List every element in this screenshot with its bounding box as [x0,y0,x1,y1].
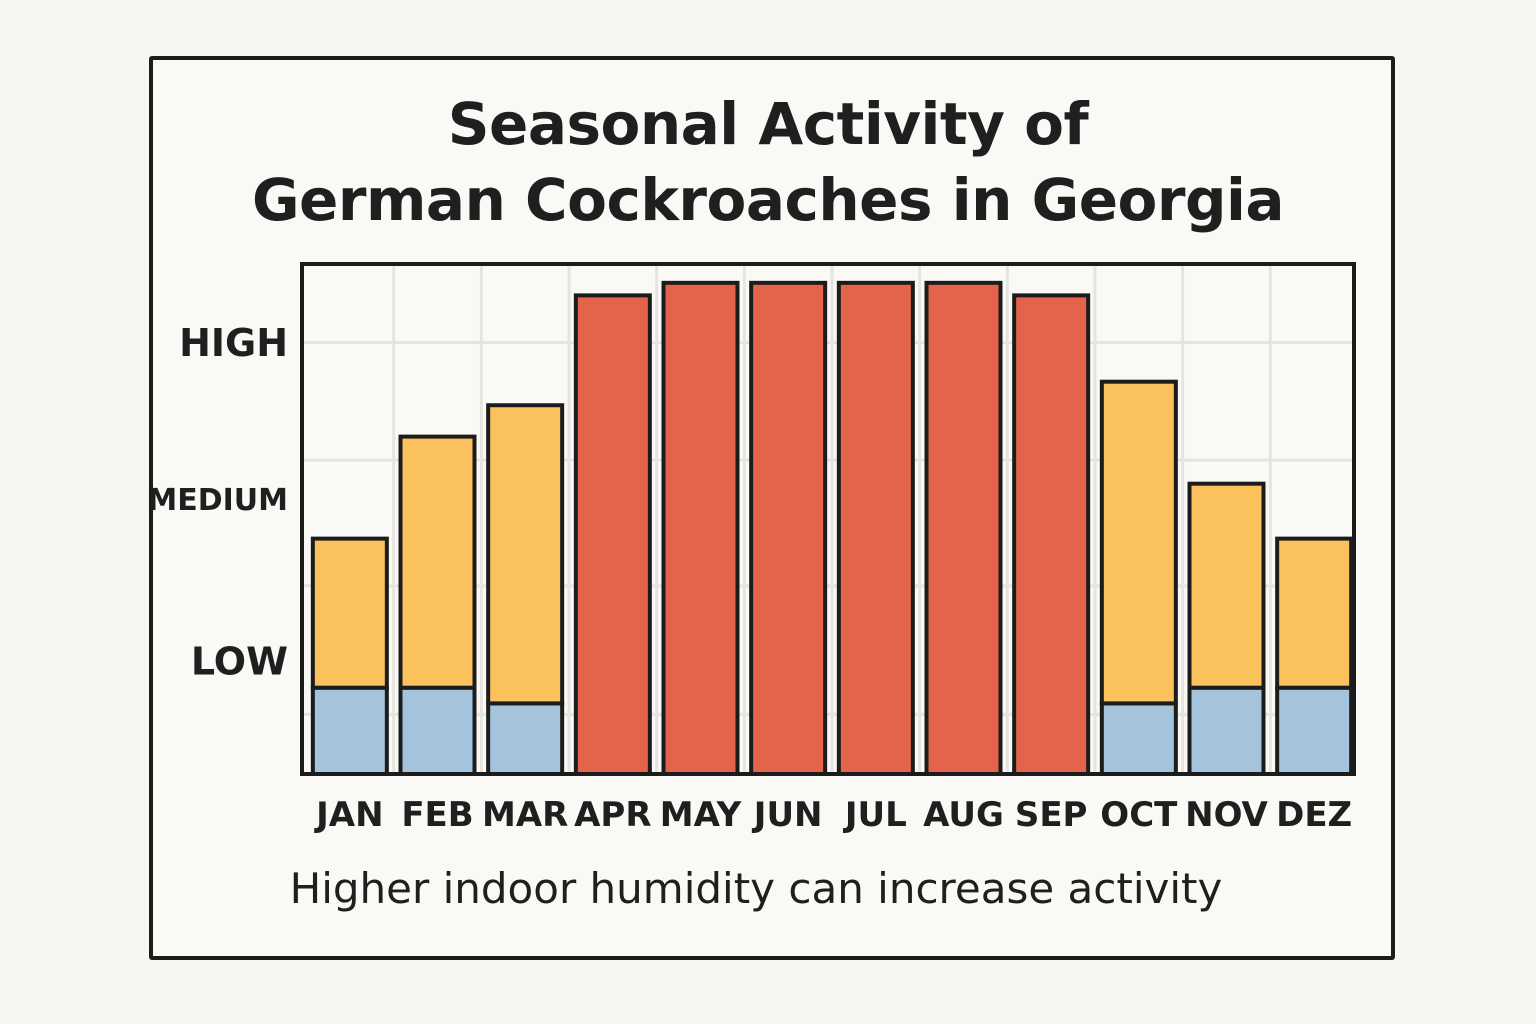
bar-may-segment-3 [661,280,740,776]
x-tick-may: MAY [660,795,742,835]
bar-dez-segment-2 [1275,536,1354,690]
x-tick-mar: MAR [482,795,568,835]
x-tick-dez: DEZ [1276,795,1352,835]
bar-jun-segment-3 [749,280,828,776]
bar-jan-segment-2 [310,536,389,690]
x-tick-oct: OCT [1100,795,1178,835]
x-tick-jun: JUN [752,795,823,835]
x-tick-aug: AUG [923,795,1004,835]
bar-mar-segment-2 [486,403,565,706]
plot-area-border [300,262,1356,776]
x-tick-jan: JAN [314,795,383,835]
x-tick-nov: NOV [1185,795,1268,835]
x-tick-apr: APR [574,795,651,835]
y-tick-high: HIGH [179,321,288,365]
chart-title-line-2: German Cockroaches in Georgia [251,166,1285,234]
bar-nov-segment-1 [1187,685,1266,777]
grid-lines [302,264,1354,774]
bar-feb-segment-2 [398,434,477,690]
chart-footnote: Higher indoor humidity can increase acti… [289,864,1223,913]
bar-oct-segment-1 [1099,701,1178,777]
bar-oct-segment-2 [1099,379,1178,706]
bar-jul-segment-3 [836,280,915,776]
bars [310,280,1354,777]
bar-feb-segment-1 [398,685,477,777]
bar-apr-segment-3 [573,293,652,776]
bar-dez-segment-1 [1275,685,1354,777]
bar-jan-segment-1 [310,685,389,777]
bar-nov-segment-2 [1187,481,1266,690]
x-tick-sep: SEP [1015,795,1088,835]
chart-title-line-1: Seasonal Activity of [447,90,1089,158]
y-tick-medium: MEDIUM [147,483,288,518]
chart-title: Seasonal Activity of German Cockroaches … [0,86,1536,238]
x-tick-jul: JUL [843,795,907,835]
bar-sep-segment-3 [1012,293,1091,776]
bar-mar-segment-1 [486,701,565,777]
y-axis-ticks: LOW MEDIUM HIGH [147,321,288,684]
bar-aug-segment-3 [924,280,1003,776]
x-axis-ticks: JAN FEB MAR APR MAY JUN JUL AUG SEP OCT NOV DEZ [314,795,1352,835]
y-tick-low: LOW [191,640,288,684]
x-tick-feb: FEB [401,795,473,835]
